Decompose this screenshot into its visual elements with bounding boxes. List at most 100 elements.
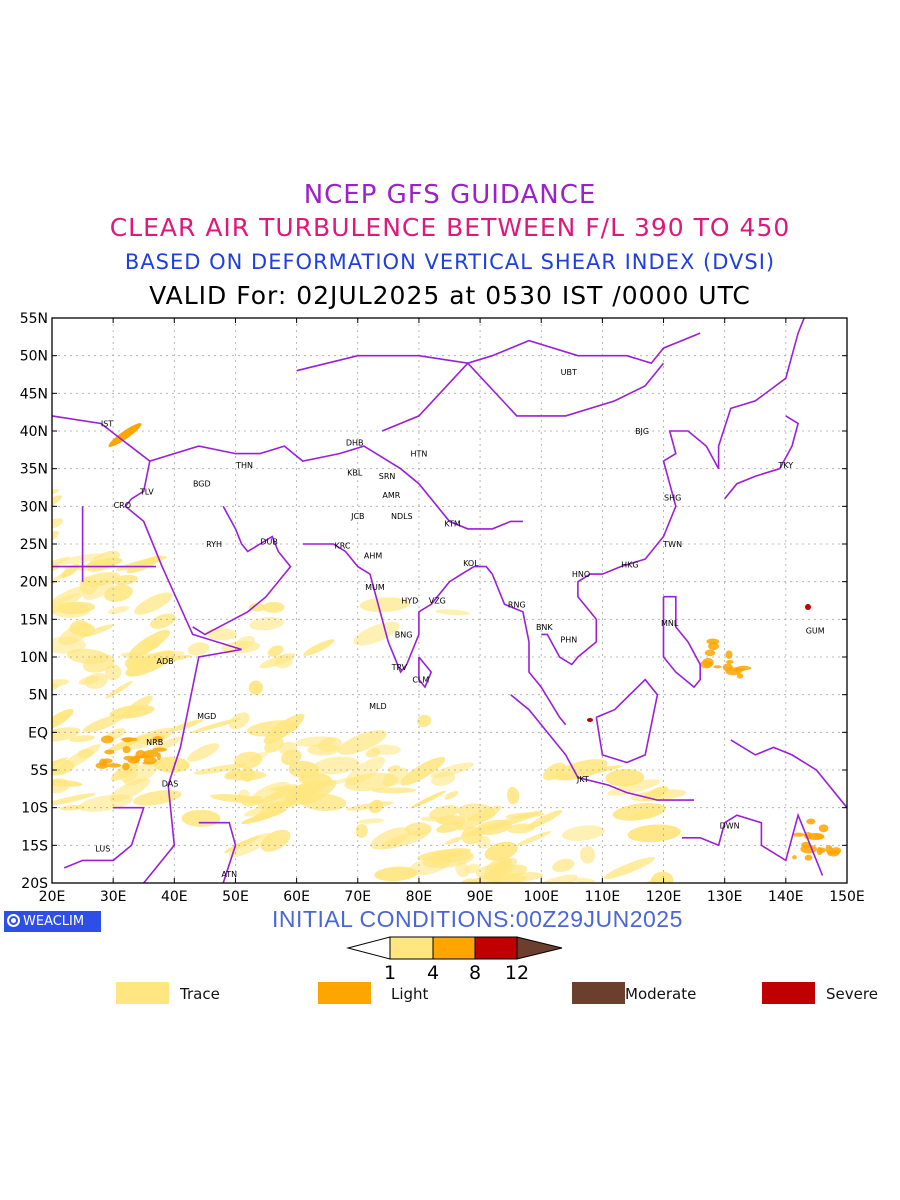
country-boundaries (52, 318, 847, 883)
light-area (122, 745, 131, 754)
light-area (736, 673, 744, 679)
y-tick-label: 55N (20, 311, 48, 327)
boundary-line (63, 806, 145, 869)
trace-area (248, 680, 263, 695)
station-label-mnl: MNL (661, 619, 679, 628)
title-valid-time: VALID For: 02JUL2025 at 0530 IST /0000 U… (149, 281, 751, 310)
trace-area (381, 829, 431, 849)
boundary-line (302, 543, 567, 726)
trace-area (355, 823, 368, 839)
trace-area (75, 623, 96, 638)
light-area (106, 763, 122, 768)
y-tick-label: 35N (20, 462, 48, 478)
colorbar-tick-label: 12 (505, 962, 529, 983)
boundary-line (541, 318, 805, 666)
light-area (704, 649, 716, 657)
light-area (122, 762, 130, 771)
trace-area (464, 863, 481, 874)
station-label-kol: KOL (463, 559, 479, 568)
trace-area (650, 871, 674, 883)
legend-label-light: Light (391, 985, 429, 1003)
boundary-line (149, 445, 523, 530)
trace-area (52, 570, 70, 601)
trace-area (52, 793, 96, 807)
trace-area (579, 845, 596, 864)
trace-area (0, 555, 9, 578)
trace-area (225, 770, 267, 781)
trace-area (346, 801, 394, 811)
trace-area (224, 836, 260, 853)
trace-area (417, 714, 432, 728)
trace-area (0, 503, 16, 521)
boundary-line (510, 694, 695, 801)
station-label-clm: CLM (412, 676, 429, 685)
trace-area (410, 790, 446, 809)
trace-area (66, 648, 110, 665)
trace-area (248, 603, 266, 612)
station-label-htn: HTN (410, 450, 427, 459)
station-labels: UBT IST BJG DHB HTN THN KBL SRN TKY BGD TLV AMR SHG C… (95, 368, 824, 879)
trace-area (543, 762, 566, 781)
trace-area (253, 800, 288, 822)
station-label-ahm: AHM (364, 551, 382, 560)
station-label-bnk: BNK (536, 623, 553, 632)
station-label-mld: MLD (369, 702, 387, 711)
colorbar-bin (432, 936, 476, 960)
y-tick-label: 10S (21, 801, 48, 817)
boundary-line (52, 415, 242, 883)
trace-area (69, 735, 95, 742)
station-label-dub: DUB (260, 538, 278, 547)
light-area (813, 833, 825, 840)
station-label-dhb: DHB (346, 438, 364, 447)
boundary-line (724, 415, 800, 500)
trace-area (52, 759, 75, 776)
boundary-line (296, 332, 701, 372)
light-area (791, 832, 805, 837)
x-tick-label: 80E (406, 889, 433, 905)
station-label-atn: ATN (221, 870, 237, 879)
trace-area (298, 772, 333, 787)
station-label-kbl: KBL (347, 468, 363, 477)
trace-area (52, 679, 69, 689)
colorbar-bin (389, 936, 434, 960)
severe-area (805, 604, 811, 610)
x-tick-label: 100E (523, 889, 559, 905)
light-area (143, 757, 158, 764)
y-tick-label: 25N (20, 537, 48, 553)
station-label-ndls: NDLS (391, 512, 413, 521)
trace-area (228, 712, 250, 730)
trace-area (249, 617, 285, 631)
station-label-bgd: BGD (193, 480, 211, 489)
trace-area (249, 751, 269, 763)
trace-area (436, 821, 464, 833)
station-label-tky: TKY (777, 461, 793, 470)
trace-area (205, 627, 238, 641)
trace-area (370, 827, 411, 850)
trace-area (13, 560, 31, 575)
trace-area (457, 805, 502, 831)
trace-area (150, 613, 176, 629)
legend-label-severe: Severe (826, 985, 878, 1003)
trace-area (359, 597, 410, 613)
y-tick-label: 20S (21, 876, 48, 892)
station-label-ryh: RYH (206, 540, 222, 549)
trace-area (235, 635, 255, 650)
station-label-bjg: BJG (635, 427, 649, 436)
trace-area (374, 866, 418, 882)
x-tick-label: 60E (283, 889, 310, 905)
station-label-shg: SHG (664, 493, 681, 502)
colorbar-tick-label: 4 (427, 962, 439, 983)
severe-area (587, 718, 593, 722)
trace-area (353, 621, 400, 646)
trace-area (274, 655, 293, 669)
y-tick-label: 45N (20, 386, 48, 402)
x-tick-label: 30E (100, 889, 127, 905)
light-area (104, 749, 115, 755)
station-label-rng: RNG (508, 600, 526, 609)
trace-area (526, 809, 563, 830)
trace-area (264, 737, 284, 753)
colorbar-tick-label: 8 (469, 962, 481, 983)
trace-area (123, 762, 158, 786)
y-tick-label: 40N (20, 424, 48, 440)
station-label-twn: TWN (662, 540, 682, 549)
